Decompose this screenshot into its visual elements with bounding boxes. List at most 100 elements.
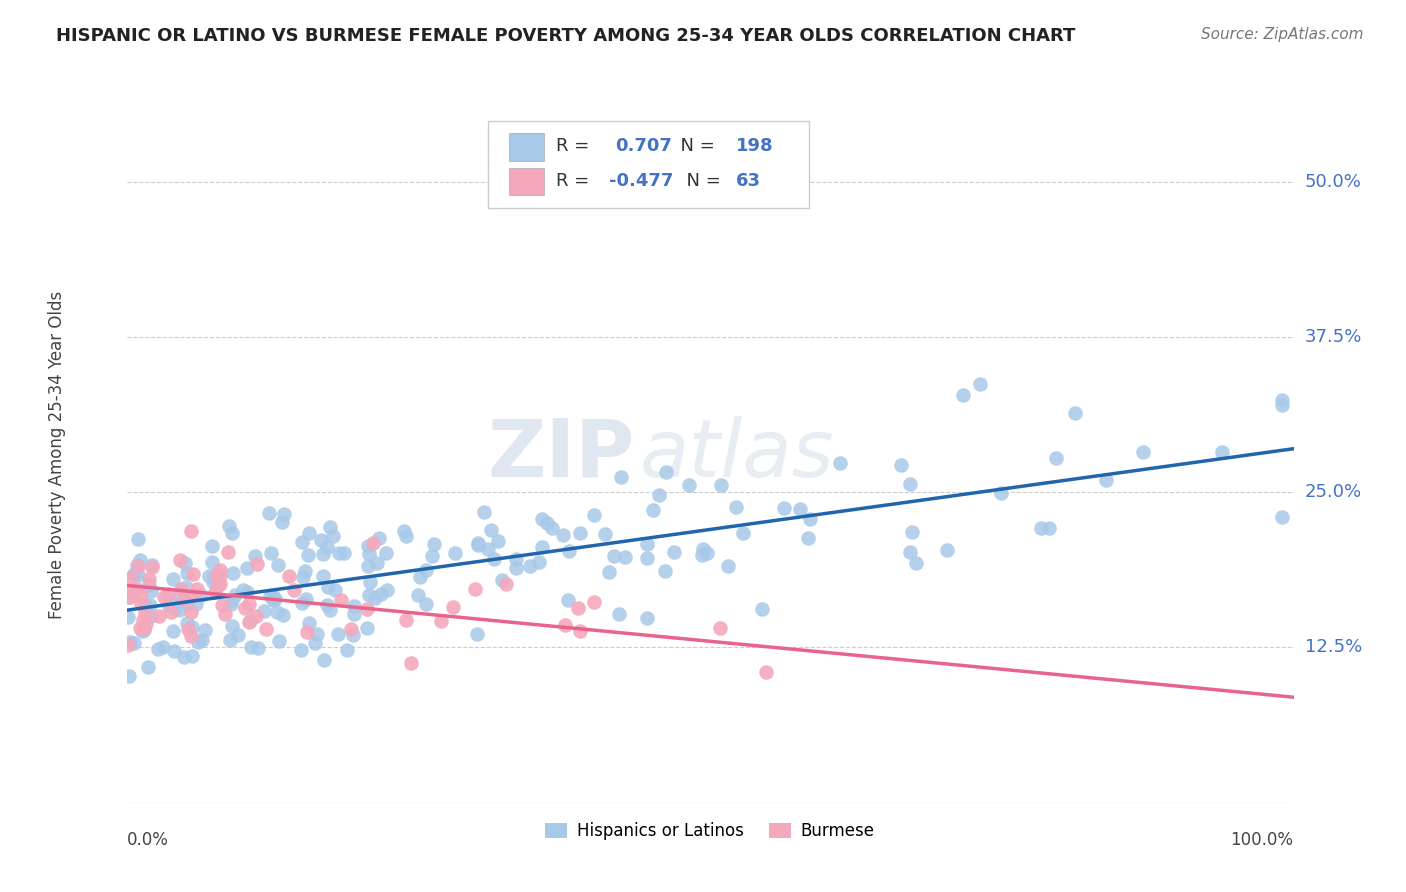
Point (270, 515, 292, 529)
Point (162, 624, 184, 639)
Point (755, 665, 778, 679)
Point (190, 589, 212, 603)
Point (990, 485, 1012, 500)
Point (710, 478, 733, 492)
Point (441, 600, 464, 615)
Point (297, 525, 319, 540)
Point (375, 582, 398, 597)
Point (359, 575, 381, 590)
Point (603, 549, 626, 563)
Point (395, 529, 418, 543)
Point (136, 660, 159, 674)
Point (176, 596, 198, 610)
Point (176, 616, 198, 631)
Point (221, 566, 243, 580)
Point (127, 567, 149, 582)
Point (598, 565, 620, 579)
Point (326, 627, 349, 641)
Point (260, 546, 283, 560)
Point (257, 506, 280, 520)
Point (361, 536, 384, 550)
Point (1038, 520, 1060, 534)
Point (170, 582, 193, 596)
Point (174, 580, 197, 594)
Point (174, 557, 197, 571)
Point (904, 556, 927, 570)
Point (180, 629, 202, 643)
Text: atlas: atlas (640, 416, 835, 494)
Point (131, 597, 153, 611)
Point (316, 540, 339, 554)
Point (238, 615, 260, 629)
Point (312, 653, 335, 667)
Point (246, 558, 269, 572)
Point (236, 585, 259, 599)
Point (214, 607, 236, 622)
Point (551, 528, 574, 542)
Point (204, 584, 226, 599)
FancyBboxPatch shape (488, 121, 810, 208)
Point (569, 624, 592, 638)
Point (901, 525, 924, 540)
Point (678, 478, 700, 492)
Point (219, 597, 242, 611)
Point (128, 621, 150, 635)
Point (198, 569, 221, 583)
Point (118, 571, 141, 585)
Point (186, 597, 208, 611)
Point (226, 628, 249, 642)
Point (218, 519, 240, 533)
Point (148, 609, 170, 624)
Point (530, 540, 553, 554)
Point (211, 599, 233, 613)
Point (477, 541, 499, 556)
Point (505, 560, 527, 574)
Text: 63: 63 (735, 172, 761, 190)
Point (654, 565, 676, 579)
Point (472, 505, 495, 519)
Point (368, 531, 391, 545)
Point (208, 563, 231, 577)
Point (243, 549, 266, 563)
Point (118, 635, 141, 649)
Point (636, 537, 658, 551)
Point (342, 628, 364, 642)
Text: 100.0%: 100.0% (1230, 830, 1294, 848)
Point (486, 533, 509, 548)
Point (118, 669, 141, 683)
Point (495, 577, 517, 591)
Point (554, 618, 576, 632)
Point (202, 575, 225, 590)
Point (207, 575, 229, 590)
Point (262, 592, 284, 607)
Point (636, 551, 658, 566)
Point (395, 613, 418, 627)
Point (828, 457, 851, 471)
Point (654, 465, 676, 479)
Bar (509, 133, 544, 161)
Point (146, 641, 169, 656)
Point (482, 551, 505, 566)
Point (202, 568, 225, 582)
Point (1029, 521, 1052, 535)
Text: N =: N = (675, 172, 727, 190)
Point (541, 521, 564, 535)
Point (357, 559, 380, 574)
Point (297, 625, 319, 640)
Point (180, 606, 202, 620)
Point (731, 526, 754, 541)
Point (141, 558, 163, 573)
Point (304, 636, 326, 650)
Point (247, 641, 270, 656)
Point (267, 558, 290, 573)
Point (262, 590, 284, 604)
Point (799, 512, 821, 526)
Point (935, 543, 957, 558)
Point (181, 588, 204, 602)
Point (180, 524, 202, 538)
Point (290, 642, 312, 657)
Point (900, 477, 922, 491)
Point (127, 559, 149, 574)
Point (429, 614, 451, 628)
Point (277, 568, 299, 582)
